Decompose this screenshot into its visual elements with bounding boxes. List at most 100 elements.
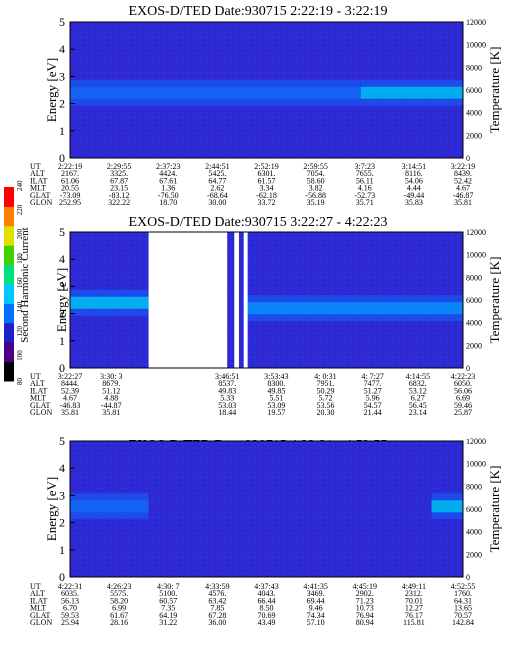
orbit-cell: 70.57 (454, 611, 472, 620)
orbit-cell: 52.42 (454, 176, 472, 185)
panel-1-y2label: Temperature [K] (487, 47, 502, 134)
orbit-cell: 3:53:43 (264, 372, 288, 381)
panel-2-plot-area (70, 232, 463, 368)
colorbar-segment (4, 225, 14, 246)
panel-3-ylabel: Energy [eV] (44, 477, 59, 541)
colorbar-segment (4, 361, 14, 382)
heatmap-band (246, 302, 463, 315)
orbit-cell: 6035. (61, 589, 79, 598)
orbit-cell: 9.46 (309, 604, 323, 613)
orbit-row-label: UT (30, 162, 41, 171)
y2-tick-label: 0 (466, 154, 470, 163)
colorbar-segment (4, 206, 14, 227)
orbit-cell: 12.27 (405, 604, 423, 613)
orbit-cell: 4:30: 7 (157, 582, 179, 591)
data-gap (234, 232, 239, 368)
orbit-cell: 2:52:19 (254, 162, 278, 171)
orbit-cell: 25.87 (454, 408, 472, 417)
orbit-cell: 67.87 (110, 176, 128, 185)
panel-3-frame (69, 440, 464, 578)
orbit-cell: 61.67 (110, 611, 128, 620)
colorbar-segment (4, 284, 14, 304)
orbit-cell: 5.96 (366, 394, 380, 403)
orbit-cell: 3:46:51 (215, 372, 239, 381)
y2-tick-label: 4000 (466, 319, 482, 328)
panel-2-ticks: 0 1 2 3 4 5 0 2000 4000 6000 8000 10000 12000 (59, 225, 486, 375)
orbit-cell: 28.16 (110, 618, 128, 627)
orbit-cell: 4:14:55 (406, 372, 430, 381)
orbit-cell: 7054. (307, 169, 325, 178)
panel-2-y2label: Temperature [K] (487, 257, 502, 344)
orbit-cell: 3.82 (309, 184, 323, 193)
orbit-cell: 142.84 (452, 618, 474, 627)
orbit-cell: 4.44 (407, 184, 421, 193)
panel-3-ticks: 0 1 2 3 4 5 0 2000 4000 6000 8000 10000 12000 (59, 434, 486, 584)
panel-3-plot-area (70, 441, 463, 577)
orbit-cell: 13.65 (454, 604, 472, 613)
heatmap-band (70, 500, 149, 513)
orbit-cell: 35.81 (61, 408, 79, 417)
colorbar-segment (4, 264, 14, 285)
colorbar-tick-label: 220 (16, 204, 24, 215)
panel-1-plot-area (70, 22, 463, 158)
orbit-row-label: GLAT (30, 401, 51, 410)
colorbar-label: Second Harmonic Current (19, 227, 31, 342)
heatmap-band (360, 86, 463, 99)
orbit-cell: 35.71 (356, 198, 374, 207)
panel-1: EXOS-D/TED Date:930715 2:22:19 - 3:22:19… (30, 4, 502, 207)
orbit-row-label: GLAT (30, 191, 51, 200)
orbit-cell: 69.44 (307, 596, 325, 605)
orbit-cell: 8116. (405, 169, 423, 178)
orbit-cell: 5575. (110, 589, 128, 598)
orbit-cell: 4:37:43 (254, 582, 278, 591)
orbit-cell: 54.57 (364, 401, 382, 410)
orbit-cell: 4:49:11 (402, 582, 426, 591)
orbit-cell: 8679. (102, 379, 120, 388)
orbit-cell: -68.64 (207, 191, 228, 200)
orbit-row-label: UT (30, 372, 41, 381)
orbit-cell: 18.70 (159, 198, 177, 207)
orbit-cell: 4:26:23 (107, 582, 131, 591)
orbit-cell: 35.83 (405, 198, 423, 207)
orbit-cell: 7.85 (210, 604, 224, 613)
orbit-cell: 35.81 (102, 408, 120, 417)
orbit-cell: 3:30: 3 (100, 372, 122, 381)
orbit-cell: 1.36 (161, 184, 175, 193)
data-gap (243, 232, 248, 368)
orbit-cell: 59.46 (454, 401, 472, 410)
orbit-cell: 7951. (316, 379, 334, 388)
orbit-cell: 30.00 (208, 198, 226, 207)
orbit-cell: -46.87 (453, 191, 474, 200)
orbit-cell: 5.72 (318, 394, 332, 403)
orbit-cell: 4: 7:27 (361, 372, 383, 381)
orbit-cell: 35.81 (454, 198, 472, 207)
orbit-cell: 66.44 (258, 596, 276, 605)
orbit-cell: 64.19 (159, 611, 177, 620)
orbit-cell: 322.22 (108, 198, 130, 207)
y-tick-label: 0 (59, 151, 65, 165)
orbit-cell: 8.50 (260, 604, 274, 613)
orbit-cell: 23.15 (110, 184, 128, 193)
orbit-cell: 4:52:55 (451, 582, 475, 591)
orbit-cell: 61.06 (61, 176, 79, 185)
orbit-cell: 71.23 (356, 596, 374, 605)
y-tick-label: 5 (59, 225, 65, 239)
y-tick-label: 2 (59, 516, 65, 530)
orbit-cell: 4:41:35 (303, 582, 327, 591)
orbit-cell: 23.14 (409, 408, 427, 417)
colorbar-tick-label: 80 (16, 378, 24, 386)
orbit-cell: 50.29 (316, 386, 334, 395)
panel-1-frame (69, 21, 464, 159)
orbit-cell: 4:45:19 (353, 582, 377, 591)
orbit-cell: 56.45 (409, 401, 427, 410)
panel-3-y2label: Temperature [K] (487, 466, 502, 553)
orbit-cell: 5100. (159, 589, 177, 598)
orbit-cell: 4.88 (104, 394, 118, 403)
orbit-cell: 2312. (405, 589, 423, 598)
orbit-cell: 5.33 (220, 394, 234, 403)
data-gap (148, 232, 228, 368)
orbit-cell: 3469. (307, 589, 325, 598)
orbit-row-label: GLON (30, 408, 52, 417)
orbit-cell: 6.70 (63, 604, 77, 613)
